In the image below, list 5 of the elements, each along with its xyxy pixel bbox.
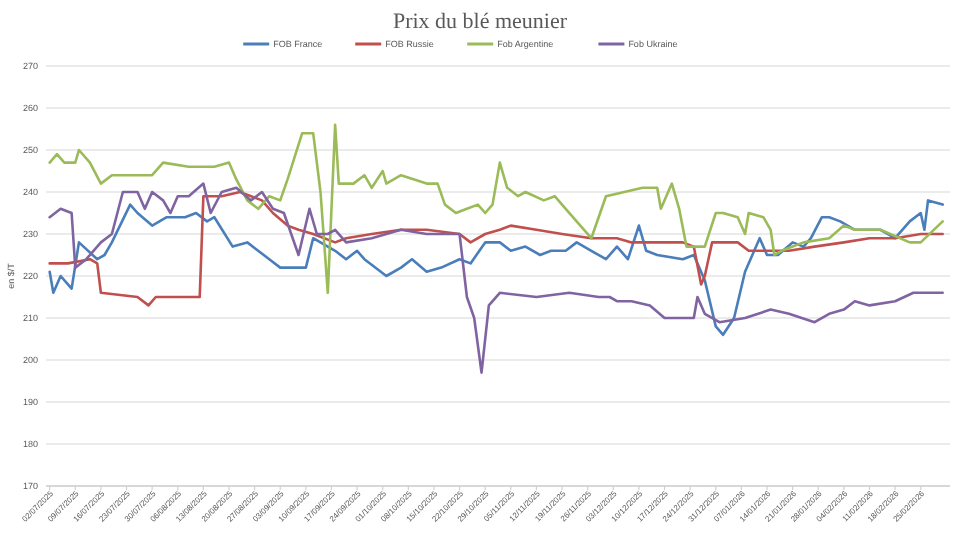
chart-title: Prix du blé meunier bbox=[392, 10, 568, 34]
line-series bbox=[48, 123, 944, 295]
line-series bbox=[48, 190, 944, 307]
line-series bbox=[48, 182, 944, 374]
line-series bbox=[48, 199, 944, 337]
